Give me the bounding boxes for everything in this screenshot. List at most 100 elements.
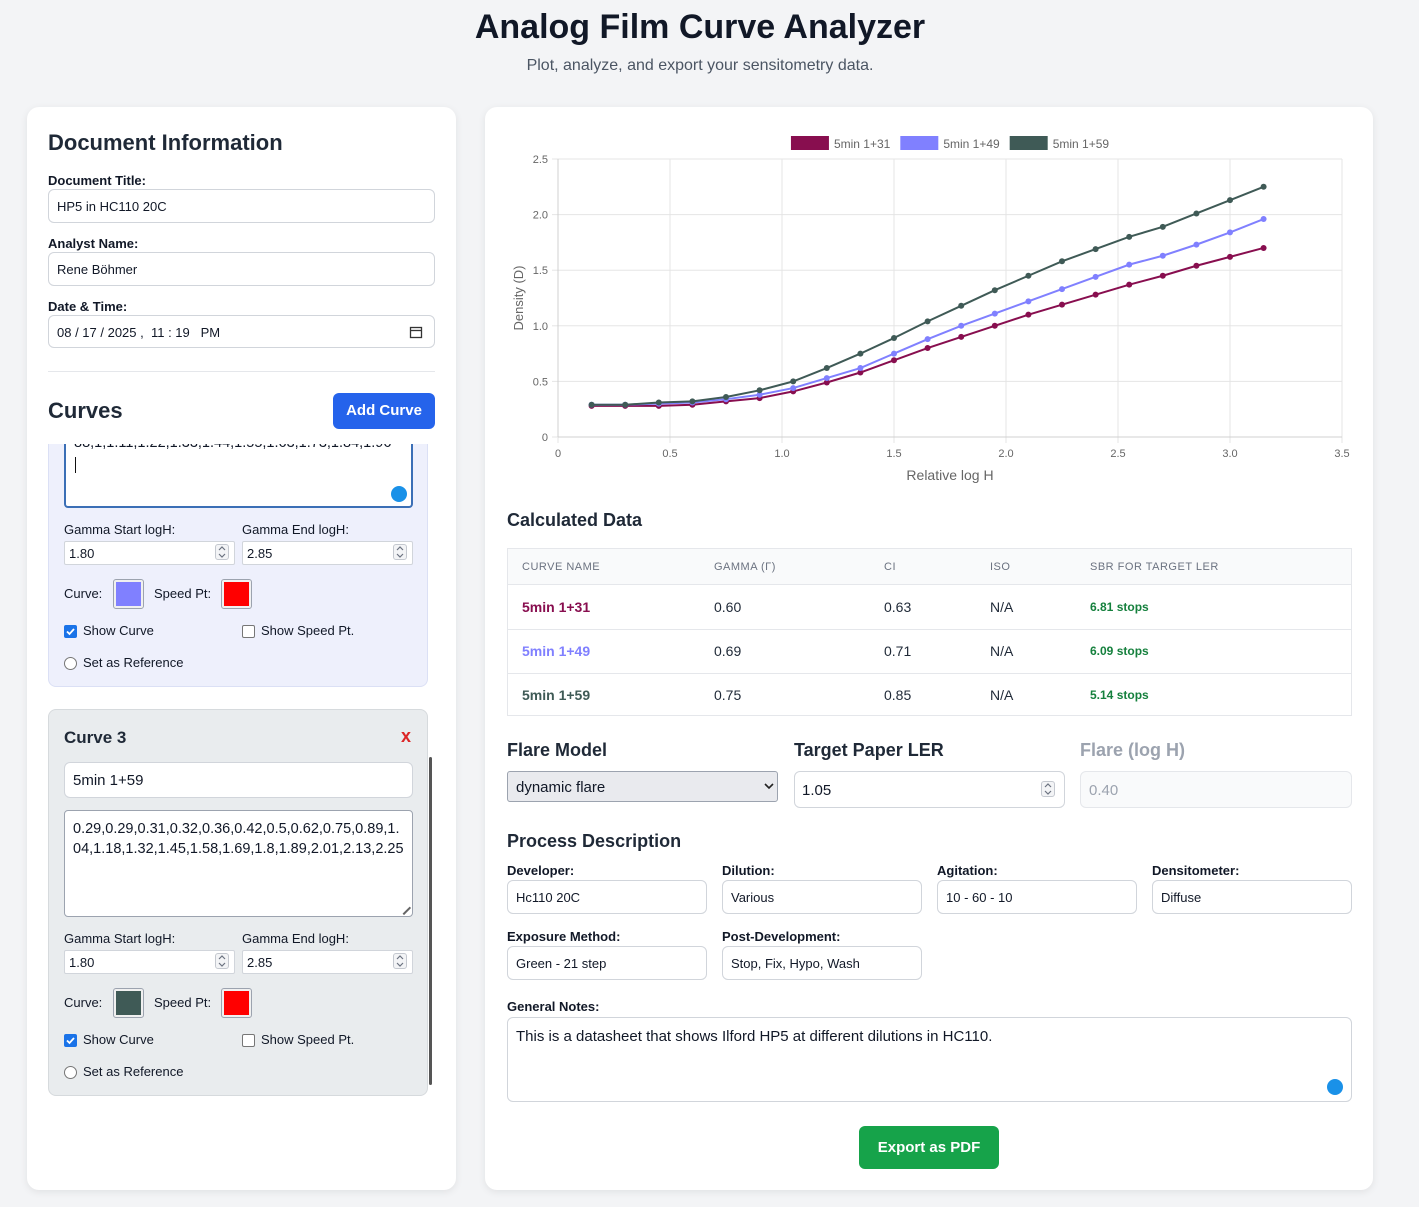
curve-color-swatch[interactable] xyxy=(113,988,144,1018)
data-point xyxy=(1227,229,1233,236)
checkbox-label: Show Curve xyxy=(83,1032,154,1047)
notes-textarea[interactable]: This is a datasheet that shows Ilford HP… xyxy=(507,1017,1352,1102)
number-input[interactable]: 1.80 xyxy=(64,541,235,565)
field-label: Gamma End logH: xyxy=(242,931,349,946)
data-point xyxy=(1193,241,1200,248)
calendar-svg xyxy=(409,326,423,339)
table-cell: N/A xyxy=(990,643,1014,659)
column-header: CURVE NAME xyxy=(522,561,601,573)
data-point xyxy=(991,322,998,329)
data-point xyxy=(1126,233,1133,240)
data-point xyxy=(958,302,965,309)
swatch-fill xyxy=(116,582,141,606)
section-heading: Document Information xyxy=(48,130,283,155)
text-input[interactable]: Green - 21 step xyxy=(507,946,707,980)
data-point xyxy=(1025,311,1032,318)
swatch-fill xyxy=(116,991,141,1015)
legend-swatch xyxy=(1009,136,1048,150)
number-input[interactable]: 1.80 xyxy=(64,950,235,974)
legend-swatch xyxy=(900,136,939,150)
calendar-icon xyxy=(409,325,423,339)
data-point xyxy=(924,345,931,352)
right-panel xyxy=(485,107,1373,1190)
check-icon xyxy=(66,1037,75,1045)
checkbox[interactable] xyxy=(242,1034,255,1047)
curve-color-swatch[interactable] xyxy=(113,579,144,609)
text-input[interactable]: Stop, Fix, Hypo, Wash xyxy=(722,946,922,980)
text-input[interactable]: 10 - 60 - 10 xyxy=(937,880,1137,914)
data-point xyxy=(655,399,662,406)
section-heading: Process Description xyxy=(507,831,682,851)
x-tick-label: 0.5 xyxy=(662,448,677,460)
remove-curve-button[interactable]: x xyxy=(401,726,412,746)
data-point xyxy=(622,401,629,408)
data-point xyxy=(1025,272,1032,279)
data-point xyxy=(1126,261,1133,268)
curve-data-textarea[interactable]: 0.29,0.29,0.31,0.32,0.36,0.42,0.5,0.62,0… xyxy=(64,810,413,917)
text-input[interactable]: Hc110 20C xyxy=(507,880,707,914)
flare-model-select[interactable]: dynamic flare xyxy=(507,771,778,802)
export-button[interactable]: Export as PDF xyxy=(859,1126,999,1169)
data-point xyxy=(1059,258,1065,265)
series-line xyxy=(591,246,1264,407)
field-label: Curve: xyxy=(64,586,103,601)
column-header: SBR FOR TARGET LER xyxy=(1090,561,1219,573)
checkbox[interactable] xyxy=(64,625,77,638)
data-point xyxy=(891,350,897,357)
radio[interactable] xyxy=(64,657,77,670)
add-curve-button[interactable]: Add Curve xyxy=(333,393,435,429)
checkbox[interactable] xyxy=(64,1034,77,1047)
data-point xyxy=(756,387,763,394)
curve-data-textarea[interactable]: 0.29,0.29,0.3,0.31,0.34,0.38,0.44,0.53,0… xyxy=(64,444,413,508)
swatch-fill xyxy=(224,991,249,1015)
table-cell: 0.71 xyxy=(884,643,912,659)
data-point xyxy=(1227,197,1233,204)
data-point xyxy=(1260,216,1267,223)
y-tick-label: 1.0 xyxy=(533,321,548,333)
text-input[interactable]: Rene Böhmer xyxy=(48,252,435,286)
checkbox-label: Show Speed Pt. xyxy=(261,623,355,638)
radio[interactable] xyxy=(64,1066,77,1079)
text-input[interactable]: Various xyxy=(722,880,922,914)
table-cell: 5.14 stops xyxy=(1090,688,1149,702)
text-input[interactable]: HP5 in HC110 20C xyxy=(48,189,435,223)
column-header: GAMMA (Γ) xyxy=(714,561,776,573)
data-point xyxy=(1193,262,1200,269)
x-tick-label: 2.5 xyxy=(1110,448,1125,460)
curve-name-cell: 5min 1+31 xyxy=(522,599,591,615)
speed-color-swatch[interactable] xyxy=(221,579,252,609)
setting-label: Target Paper LER xyxy=(794,740,944,760)
curve-data-text: 0.29,0.29,0.3,0.31,0.34,0.38,0.44,0.53,0… xyxy=(74,444,405,453)
speed-color-swatch[interactable] xyxy=(221,988,252,1018)
select-arrow xyxy=(764,782,774,790)
section-heading: Curves xyxy=(48,398,123,423)
table-cell: 6.09 stops xyxy=(1090,644,1149,658)
text-input[interactable]: Diffuse xyxy=(1152,880,1352,914)
check-icon xyxy=(66,628,75,636)
number-input[interactable]: 2.85 xyxy=(242,541,413,565)
field-label: Gamma End logH: xyxy=(242,522,349,537)
spinner-icon xyxy=(218,955,226,967)
curve-name-input[interactable]: 5min 1+59 xyxy=(64,762,413,798)
section-heading: Calculated Data xyxy=(507,510,643,530)
checkbox-label: Show Speed Pt. xyxy=(261,1032,355,1047)
data-point xyxy=(924,318,931,325)
y-tick-label: 0.5 xyxy=(533,376,548,388)
data-point xyxy=(857,365,864,372)
data-point xyxy=(1092,273,1099,280)
data-point xyxy=(1159,252,1166,259)
data-point xyxy=(823,375,830,382)
field-label: Document Title: xyxy=(48,173,146,188)
table-cell: 0.69 xyxy=(714,643,742,659)
text-input[interactable]: 08 / 17 / 2025 , 11 : 19 PM xyxy=(48,315,435,348)
radio-label: Set as Reference xyxy=(83,655,184,670)
number-input[interactable]: 2.85 xyxy=(242,950,413,974)
x-tick-label: 3.0 xyxy=(1222,448,1237,460)
spinner-icon xyxy=(218,546,226,558)
checkbox[interactable] xyxy=(242,625,255,638)
field-label: Speed Pt: xyxy=(154,586,212,601)
target-ler-input[interactable]: 1.05 xyxy=(794,771,1065,808)
field-label: Post-Development: xyxy=(722,929,841,944)
spinner xyxy=(393,544,407,560)
